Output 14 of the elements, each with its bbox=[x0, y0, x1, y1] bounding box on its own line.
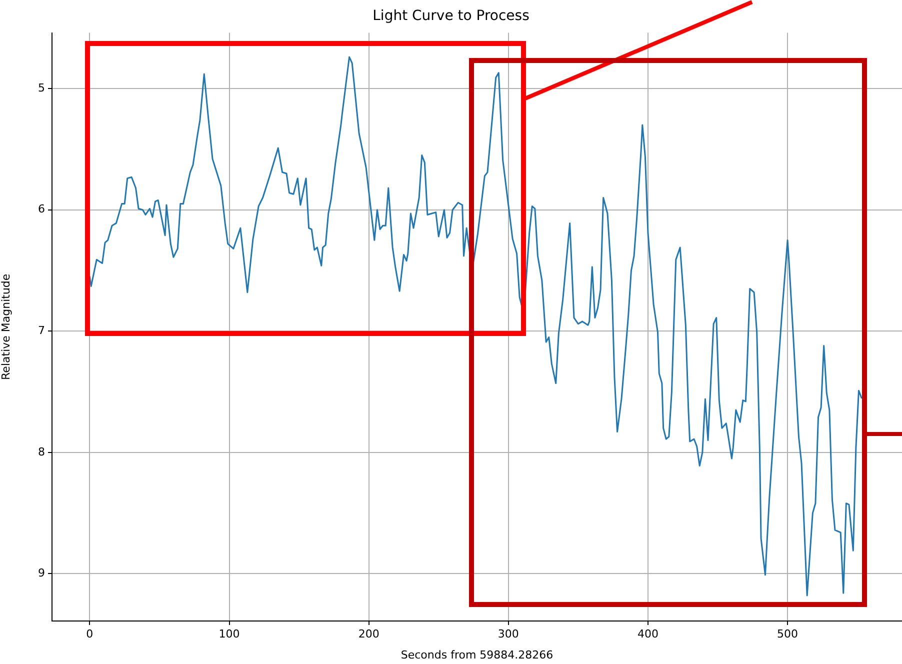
x-tick-label: 200 bbox=[358, 627, 380, 640]
y-tick-label: 9 bbox=[38, 566, 45, 580]
x-tick-label: 500 bbox=[777, 627, 798, 640]
x-tick-label: 300 bbox=[498, 627, 519, 640]
y-tick-label: 6 bbox=[38, 202, 45, 216]
y-tick-label: 8 bbox=[38, 445, 45, 458]
y-axis-title: Relative Magnitude bbox=[0, 274, 12, 380]
chart-title: Light Curve to Process bbox=[372, 8, 530, 24]
x-axis-title: Seconds from 59884.28266 bbox=[400, 648, 554, 662]
x-tick-label: 0 bbox=[86, 627, 94, 640]
x-tick-label: 100 bbox=[218, 627, 240, 640]
y-tick-label: 5 bbox=[38, 81, 45, 94]
x-tick-label: 400 bbox=[637, 627, 658, 640]
y-tick-label: 7 bbox=[38, 324, 45, 338]
